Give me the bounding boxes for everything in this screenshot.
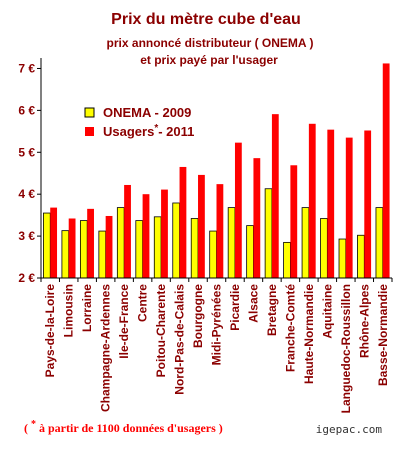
bar-usagers — [50, 207, 58, 278]
bar-onema — [116, 207, 125, 279]
legend-swatch-onema — [84, 107, 95, 118]
legend: ONEMA - 2009 Usagers*- 2011 — [84, 105, 194, 139]
x-category-label: Basse-Normandie — [376, 284, 390, 386]
bar-onema — [246, 225, 254, 279]
footnote: ( * à partir de 1100 données d'usagers ) — [24, 419, 223, 435]
bar-usagers — [290, 165, 298, 278]
bar-usagers — [345, 137, 353, 278]
bar-usagers — [179, 166, 187, 278]
x-category-label: Centre — [136, 284, 150, 322]
footnote-text: à partir de 1100 données d'usagers ) — [36, 421, 223, 435]
x-axis-labels: Pays-de-la-Loire Limousin Lorraine Champagn… — [43, 284, 390, 414]
footnote-prefix: ( — [24, 421, 31, 435]
x-category-label: Lorraine — [80, 284, 94, 332]
x-category-label: Midi-Pyrénées — [210, 284, 224, 366]
bar-onema — [61, 230, 70, 279]
bar-usagers — [234, 142, 242, 278]
bar-usagers — [364, 130, 372, 278]
chart-subtitle-line2: et prix payé par l'usager — [140, 53, 278, 67]
bar-onema — [357, 234, 365, 279]
legend-label-usagers: Usagers*- 2011 — [103, 123, 194, 139]
bar-onema — [135, 220, 144, 279]
bar-onema — [301, 207, 310, 279]
x-category-label: Aquitaine — [320, 284, 334, 339]
chart-subtitle-line1: prix annoncé distributeur ( ONEMA ) — [107, 36, 314, 50]
x-category-label: Picardie — [228, 284, 242, 331]
x-category-label: Alsace — [246, 284, 260, 323]
bar-usagers — [327, 129, 335, 278]
bar-onema — [79, 220, 88, 279]
y-tick-label: 5 € — [18, 145, 35, 159]
bar-usagers — [198, 174, 205, 278]
legend-label-usagers-main: Usagers — [103, 124, 154, 139]
y-tick-label: 3 € — [18, 229, 35, 243]
bar-usagers — [161, 189, 168, 278]
legend-label-usagers-star: * — [154, 123, 158, 134]
bar-onema — [227, 207, 236, 279]
legend-label-usagers-year: - 2011 — [158, 124, 194, 139]
bar-usagers — [105, 215, 113, 278]
bar-usagers — [68, 218, 76, 278]
bar-onema — [43, 212, 51, 279]
x-category-label: Bretagne — [265, 284, 279, 336]
bar-onema — [283, 241, 291, 279]
x-category-label: Franche-Comté — [283, 284, 297, 372]
bar-onema — [190, 218, 199, 279]
y-tick-label: 2 € — [18, 271, 35, 285]
y-tick-label: 4 € — [18, 187, 35, 201]
x-category-label: Bourgogne — [191, 284, 205, 348]
y-tick-label: 7 € — [18, 61, 35, 75]
x-category-label: Champagne-Ardennes — [99, 284, 113, 412]
bar-usagers — [142, 194, 150, 278]
legend-label-onema: ONEMA - 2009 — [103, 105, 191, 120]
bar-onema — [209, 230, 217, 279]
legend-swatch-usagers — [85, 127, 94, 136]
x-category-label: Languedoc-Roussillon — [339, 284, 353, 413]
y-axis: 2 € 3 € 4 € 5 € 6 € 7 € — [18, 58, 392, 285]
bar-onema — [375, 207, 384, 279]
bar-usagers — [253, 158, 261, 278]
bar-onema — [98, 230, 107, 279]
bar-usagers — [87, 208, 94, 278]
plot-area — [40, 63, 393, 282]
x-category-label: Nord-Pas-de-Calais — [173, 284, 187, 395]
x-category-label: Rhône-Alpes — [357, 284, 371, 358]
bar-usagers — [308, 123, 316, 279]
bar-onema — [264, 188, 273, 279]
x-category-label: Poitou-Charente — [154, 284, 168, 378]
y-tick-label: 6 € — [18, 103, 35, 117]
bar-onema — [338, 238, 347, 279]
x-category-label: Haute-Normandie — [302, 284, 316, 384]
bar-usagers — [124, 184, 131, 278]
bar-onema — [172, 202, 180, 279]
bar-usagers — [216, 184, 224, 278]
footnote-star: * — [31, 419, 36, 430]
chart-title: Prix du mètre cube d'eau — [111, 11, 301, 28]
bar-onema — [320, 218, 328, 279]
credit-text: igepac.com — [316, 423, 383, 436]
x-category-label: Limousin — [62, 284, 76, 337]
x-category-label: Pays-de-la-Loire — [43, 284, 57, 378]
x-category-label: Ile-de-France — [117, 284, 131, 359]
bar-usagers — [382, 63, 390, 279]
bar-onema — [153, 216, 162, 279]
bar-usagers — [271, 114, 279, 279]
